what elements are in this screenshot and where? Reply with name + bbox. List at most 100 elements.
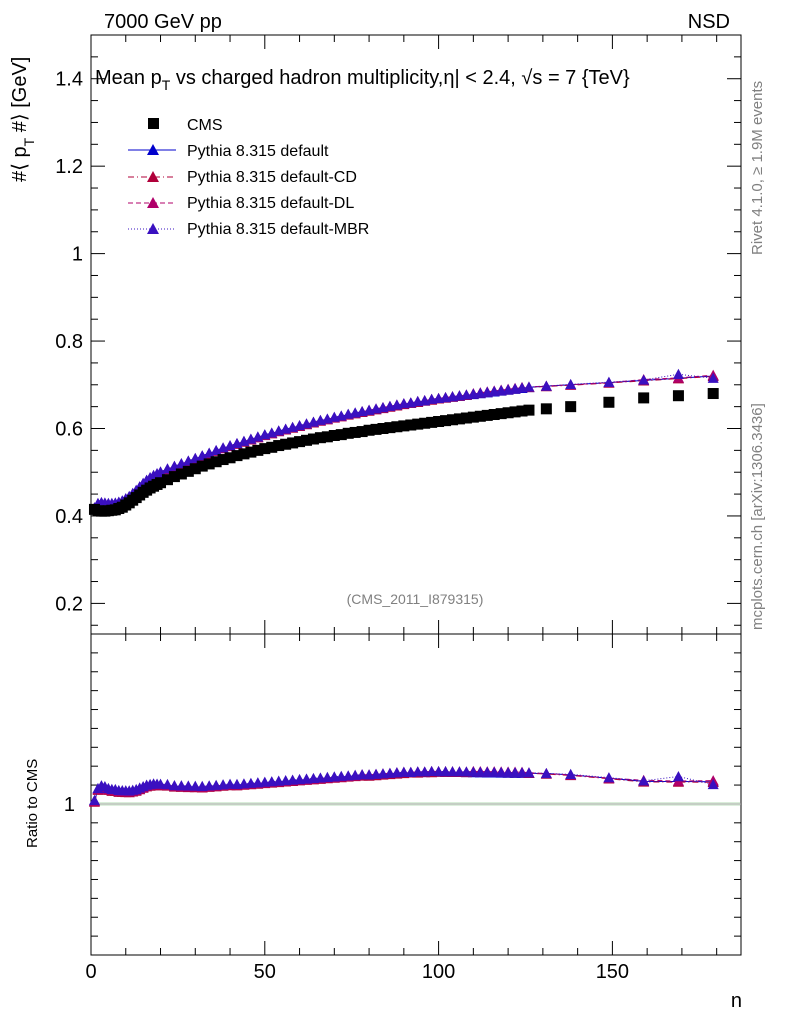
point-cms [707, 388, 719, 400]
point-cms [287, 437, 299, 449]
point-cms [672, 390, 684, 402]
plot-title: Mean pT vs charged hadron multiplicity,η… [95, 67, 630, 93]
ratio-point-mbr [88, 794, 100, 805]
ratio-point-mbr [446, 766, 458, 777]
upper-ticks: 0.2 0.4 0.6 0.8 1 1.2 1.4 [55, 34, 741, 634]
legend-entry-cms: CMS [148, 117, 223, 134]
ratio-point-mbr [189, 780, 201, 791]
point-cms [168, 471, 180, 483]
ratio-point-mbr [474, 766, 486, 777]
point-cms [280, 438, 292, 450]
y-tick-label: 0.8 [55, 331, 83, 353]
legend-label-default: Pythia 8.315 default [187, 143, 329, 160]
point-cms [488, 409, 500, 421]
ratio-point-mbr [398, 766, 410, 777]
lower-ticks: 1 0 50 100 150 [64, 633, 741, 983]
ratio-point-mbr [168, 779, 180, 791]
upper-series [88, 368, 719, 517]
point-cms [363, 424, 375, 436]
analysis-watermark: (CMS_2011_I879315) [347, 591, 484, 607]
ratio-point-mbr [540, 767, 552, 779]
point-cms [273, 440, 285, 452]
ratio-point-mbr [175, 780, 187, 791]
point-mbr [540, 380, 552, 391]
point-cms [314, 432, 326, 444]
point-mbr [565, 378, 577, 390]
point-mbr [161, 463, 173, 474]
ratio-point-mbr [356, 769, 368, 780]
point-cms [460, 412, 472, 424]
point-mbr [182, 455, 194, 466]
ratio-point-mbr [516, 767, 528, 778]
point-cms [224, 452, 236, 464]
ratio-point-mbr [495, 766, 507, 778]
point-cms [405, 419, 417, 431]
ratio-point-mbr [412, 766, 424, 777]
ratio-point-mbr [182, 780, 194, 791]
point-cms [638, 392, 650, 404]
point-cms [217, 454, 229, 466]
series-line-dl [94, 374, 714, 509]
legend-marker-mbr [147, 223, 159, 234]
point-cms [446, 414, 458, 426]
point-mbr [196, 450, 208, 461]
point-cms [238, 448, 250, 460]
point-cms [245, 446, 257, 458]
point-cms [356, 426, 368, 438]
ratio-y-tick-label: 1 [64, 794, 75, 816]
point-cms [495, 408, 507, 420]
point-mbr [672, 368, 684, 379]
point-cms [391, 421, 403, 433]
ratio-point-mbr [672, 771, 684, 782]
point-cms [203, 458, 215, 470]
point-cms [307, 433, 319, 445]
point-cms [502, 407, 514, 419]
point-cms [603, 396, 615, 408]
series-line-cd [94, 375, 714, 509]
y-tick-label: 0.6 [55, 419, 83, 441]
x-tick-label: 100 [422, 961, 455, 983]
ratio-point-mbr [440, 766, 452, 777]
point-cms [540, 403, 552, 415]
point-cms [301, 434, 313, 446]
ratio-point-mbr [502, 766, 514, 778]
point-cms [231, 450, 243, 462]
series-line-default [94, 375, 714, 509]
legend-label-cms: CMS [187, 117, 223, 134]
point-cms [266, 441, 278, 453]
point-cms [175, 468, 187, 480]
point-cms [294, 436, 306, 448]
ratio-point-mbr [155, 778, 167, 789]
x-tick-label: 150 [596, 961, 629, 983]
point-cms [182, 465, 194, 477]
point-cms [481, 409, 493, 421]
point-mbr [168, 460, 180, 471]
point-cms [426, 416, 438, 428]
legend-marker-cd [147, 171, 159, 182]
ratio-point-mbr [488, 766, 500, 777]
point-cms [377, 423, 389, 435]
legend-marker-dl [147, 197, 159, 208]
ratio-point-mbr [453, 766, 465, 777]
legend-entry-mbr: Pythia 8.315 default-MBR [128, 221, 369, 238]
point-cms [467, 411, 479, 423]
point-cms [155, 477, 167, 489]
point-mbr [638, 374, 650, 385]
ratio-point-mbr [224, 778, 236, 789]
point-cms [412, 418, 424, 430]
y-tick-label: 1.4 [55, 69, 83, 91]
ratio-point-mbr [509, 767, 521, 778]
y-tick-label: 1.2 [55, 156, 83, 178]
y-axis-label: #⟨ pT #⟩ [GeV] [9, 57, 37, 182]
point-mbr [175, 457, 187, 469]
y-tick-label: 0.4 [55, 506, 83, 528]
point-cms [321, 431, 333, 443]
point-mbr [189, 452, 201, 463]
ratio-point-mbr [523, 767, 535, 778]
point-cms [440, 415, 452, 427]
legend-marker-default [147, 144, 159, 155]
point-cms [565, 401, 577, 413]
point-cms [398, 420, 410, 432]
legend-label-mbr: Pythia 8.315 default-MBR [187, 221, 369, 238]
